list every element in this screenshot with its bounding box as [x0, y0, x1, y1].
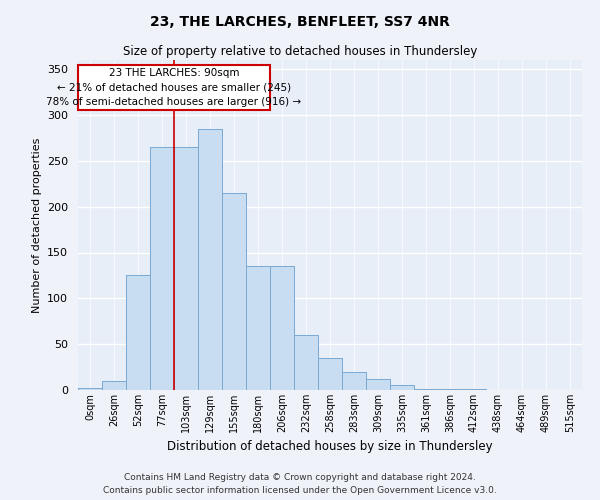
- Bar: [174, 147, 198, 390]
- Bar: [342, 372, 366, 390]
- Bar: [270, 266, 294, 390]
- Bar: [246, 266, 270, 390]
- Bar: [462, 389, 486, 390]
- X-axis label: Distribution of detached houses by size in Thundersley: Distribution of detached houses by size …: [167, 440, 493, 454]
- Bar: [126, 276, 150, 390]
- Bar: [318, 358, 342, 390]
- Bar: [294, 335, 318, 390]
- Text: 23 THE LARCHES: 90sqm
← 21% of detached houses are smaller (245)
78% of semi-det: 23 THE LARCHES: 90sqm ← 21% of detached …: [46, 68, 302, 108]
- Bar: [462, 389, 486, 390]
- Bar: [102, 381, 126, 390]
- Bar: [222, 193, 246, 390]
- Bar: [366, 379, 390, 390]
- Bar: [414, 389, 438, 390]
- Bar: [270, 266, 294, 390]
- Bar: [390, 386, 414, 390]
- Bar: [318, 358, 342, 390]
- Text: 23, THE LARCHES, BENFLEET, SS7 4NR: 23, THE LARCHES, BENFLEET, SS7 4NR: [150, 15, 450, 29]
- Bar: [438, 389, 462, 390]
- Bar: [198, 128, 222, 390]
- Bar: [414, 389, 438, 390]
- Text: Size of property relative to detached houses in Thundersley: Size of property relative to detached ho…: [123, 45, 477, 58]
- Bar: [390, 386, 414, 390]
- Y-axis label: Number of detached properties: Number of detached properties: [32, 138, 41, 312]
- Bar: [78, 388, 102, 390]
- Bar: [342, 372, 366, 390]
- Bar: [222, 193, 246, 390]
- Bar: [246, 266, 270, 390]
- Bar: [198, 128, 222, 390]
- Bar: [150, 147, 174, 390]
- Bar: [174, 147, 198, 390]
- Bar: [78, 388, 102, 390]
- Bar: [126, 276, 150, 390]
- Text: Contains HM Land Registry data © Crown copyright and database right 2024.
Contai: Contains HM Land Registry data © Crown c…: [103, 474, 497, 495]
- Bar: [150, 147, 174, 390]
- Bar: [438, 389, 462, 390]
- Bar: [294, 335, 318, 390]
- Bar: [366, 379, 390, 390]
- Bar: [102, 381, 126, 390]
